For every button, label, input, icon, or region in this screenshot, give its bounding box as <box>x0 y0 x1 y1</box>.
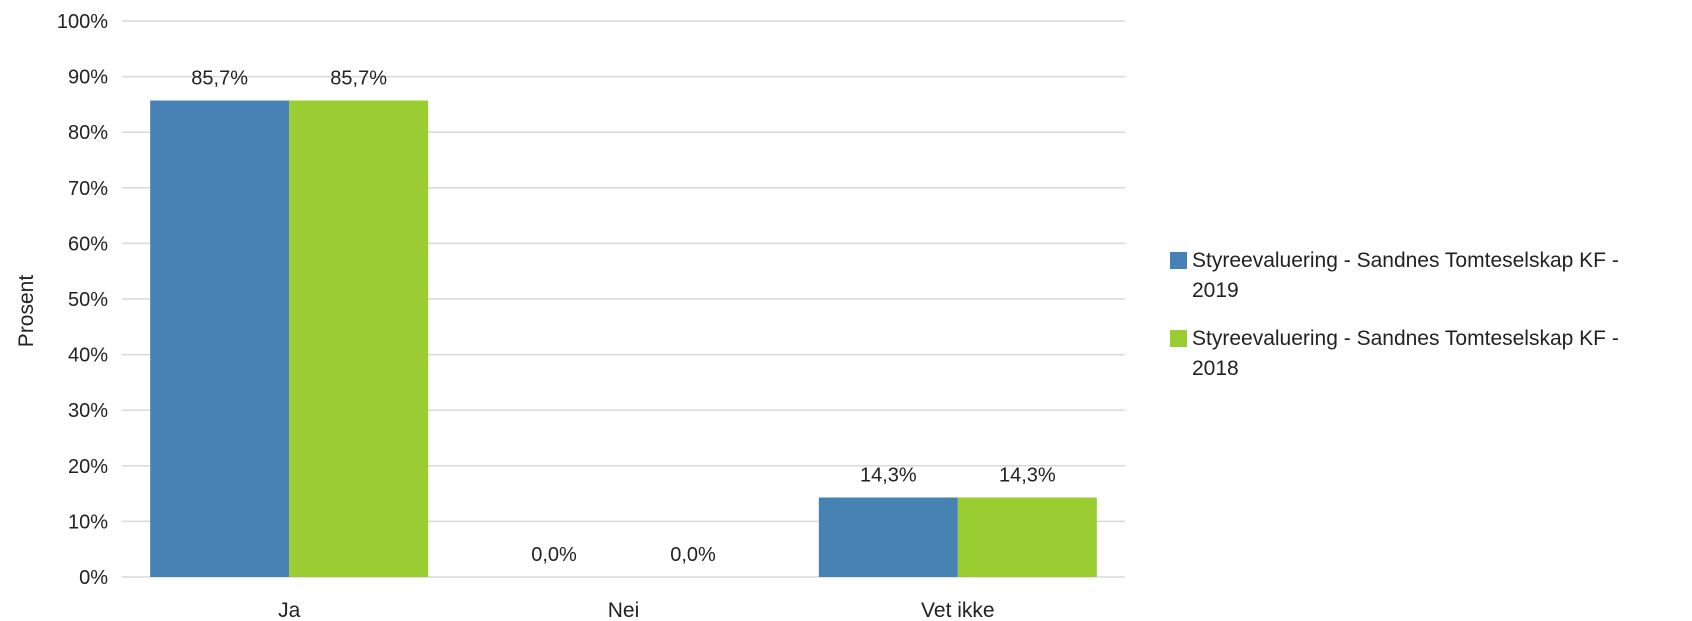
y-tick-label: 50% <box>68 289 108 311</box>
x-tick-label: Nei <box>608 599 640 621</box>
y-tick-label: 40% <box>68 345 108 367</box>
legend-label-2019: Styreevaluering - Sandnes Tomteselskap K… <box>1192 249 1619 302</box>
legend-label-2018: Styreevaluering - Sandnes Tomteselskap K… <box>1192 327 1619 380</box>
y-axis: 0% 10% 20% 30% 40% 50% 60% 70% 80% 90% 100% <box>57 11 108 589</box>
legend-item-2019: Styreevaluering - Sandnes Tomteselskap K… <box>1170 246 1690 306</box>
y-tick-label: 90% <box>68 67 108 89</box>
data-label: 14,3% <box>860 464 917 486</box>
y-tick-label: 80% <box>68 122 108 144</box>
x-tick-label: Ja <box>278 599 301 621</box>
y-tick-label: 20% <box>68 456 108 478</box>
bars <box>150 100 1097 578</box>
x-axis: Ja Nei Vet ikke <box>278 599 995 621</box>
data-label: 85,7% <box>330 68 387 90</box>
bar <box>150 100 290 578</box>
data-label: 0,0% <box>531 544 577 566</box>
legend-swatch-2019 <box>1170 252 1187 269</box>
x-tick-label: Vet ikke <box>921 599 995 621</box>
data-label: 14,3% <box>999 464 1056 486</box>
bar <box>818 497 958 577</box>
y-tick-label: 60% <box>68 233 108 255</box>
legend-swatch-2018 <box>1170 330 1187 347</box>
data-label: 0,0% <box>670 544 716 566</box>
y-tick-label: 30% <box>68 400 108 422</box>
bar <box>289 100 429 578</box>
y-tick-label: 10% <box>68 511 108 533</box>
y-axis-title: Prosent <box>15 275 38 348</box>
bar <box>957 497 1097 577</box>
y-tick-label: 70% <box>68 178 108 200</box>
data-label: 85,7% <box>191 68 248 90</box>
legend: Styreevaluering - Sandnes Tomteselskap K… <box>1170 246 1690 402</box>
y-tick-label: 0% <box>79 567 108 589</box>
y-tick-label: 100% <box>57 11 108 33</box>
legend-item-2018: Styreevaluering - Sandnes Tomteselskap K… <box>1170 324 1690 384</box>
data-labels: 85,7% 85,7% 0,0% 0,0% 14,3% 14,3% <box>191 68 1056 566</box>
